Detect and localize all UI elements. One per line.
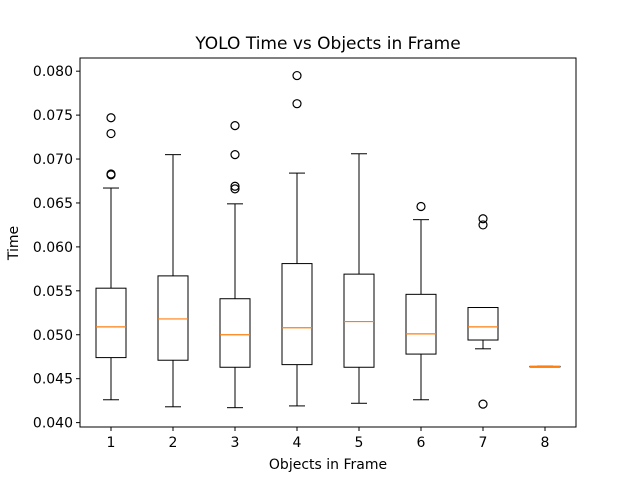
outlier-point [230, 181, 240, 191]
plot-area: 0.040 0.045 0.050 0.055 0.060 0.065 0.070 0.075… [33, 57, 577, 451]
y-tick-label: 0.065 [33, 196, 73, 212]
outlier-point [230, 121, 240, 131]
y-tick-label: 0.080 [33, 64, 73, 80]
y-axis-label: Time [6, 226, 22, 261]
box-iqr [281, 263, 313, 366]
chart-title: YOLO Time vs Objects in Frame [194, 34, 460, 54]
box-iqr [219, 298, 251, 368]
y-tick-label: 0.045 [33, 372, 73, 388]
x-tick-label: 8 [541, 435, 550, 451]
outlier-point [292, 99, 302, 109]
y-tick-label: 0.055 [33, 284, 73, 300]
outlier-point [106, 128, 116, 139]
box-iqr [157, 275, 189, 361]
x-tick-label: 3 [231, 435, 240, 451]
outlier-point [292, 70, 302, 81]
y-tick-label: 0.075 [33, 108, 73, 124]
x-tick-label: 2 [169, 435, 178, 451]
outlier-point [478, 220, 488, 230]
y-tick-label: 0.060 [33, 240, 73, 256]
outlier-point [230, 184, 240, 194]
y-tick-label: 0.040 [33, 416, 73, 432]
box-iqr [467, 307, 499, 341]
box-iqr [405, 293, 437, 355]
outlier-point [106, 169, 116, 179]
outlier-point [230, 150, 240, 160]
x-tick-label: 4 [293, 435, 302, 451]
y-tick-label: 0.050 [33, 328, 73, 344]
box-iqr [343, 273, 375, 368]
x-tick-label: 5 [355, 435, 364, 451]
outlier-point [416, 201, 426, 212]
box-iqr [95, 287, 127, 359]
y-tick-label: 0.070 [33, 152, 73, 168]
outlier-point [106, 113, 116, 123]
outlier-point [478, 399, 488, 409]
x-tick-label: 6 [417, 435, 426, 451]
plot-frame [79, 57, 577, 428]
x-axis-label: Objects in Frame [269, 457, 387, 473]
x-tick-label: 7 [479, 435, 488, 451]
x-tick-label: 1 [107, 435, 116, 451]
outlier-point [478, 214, 488, 224]
